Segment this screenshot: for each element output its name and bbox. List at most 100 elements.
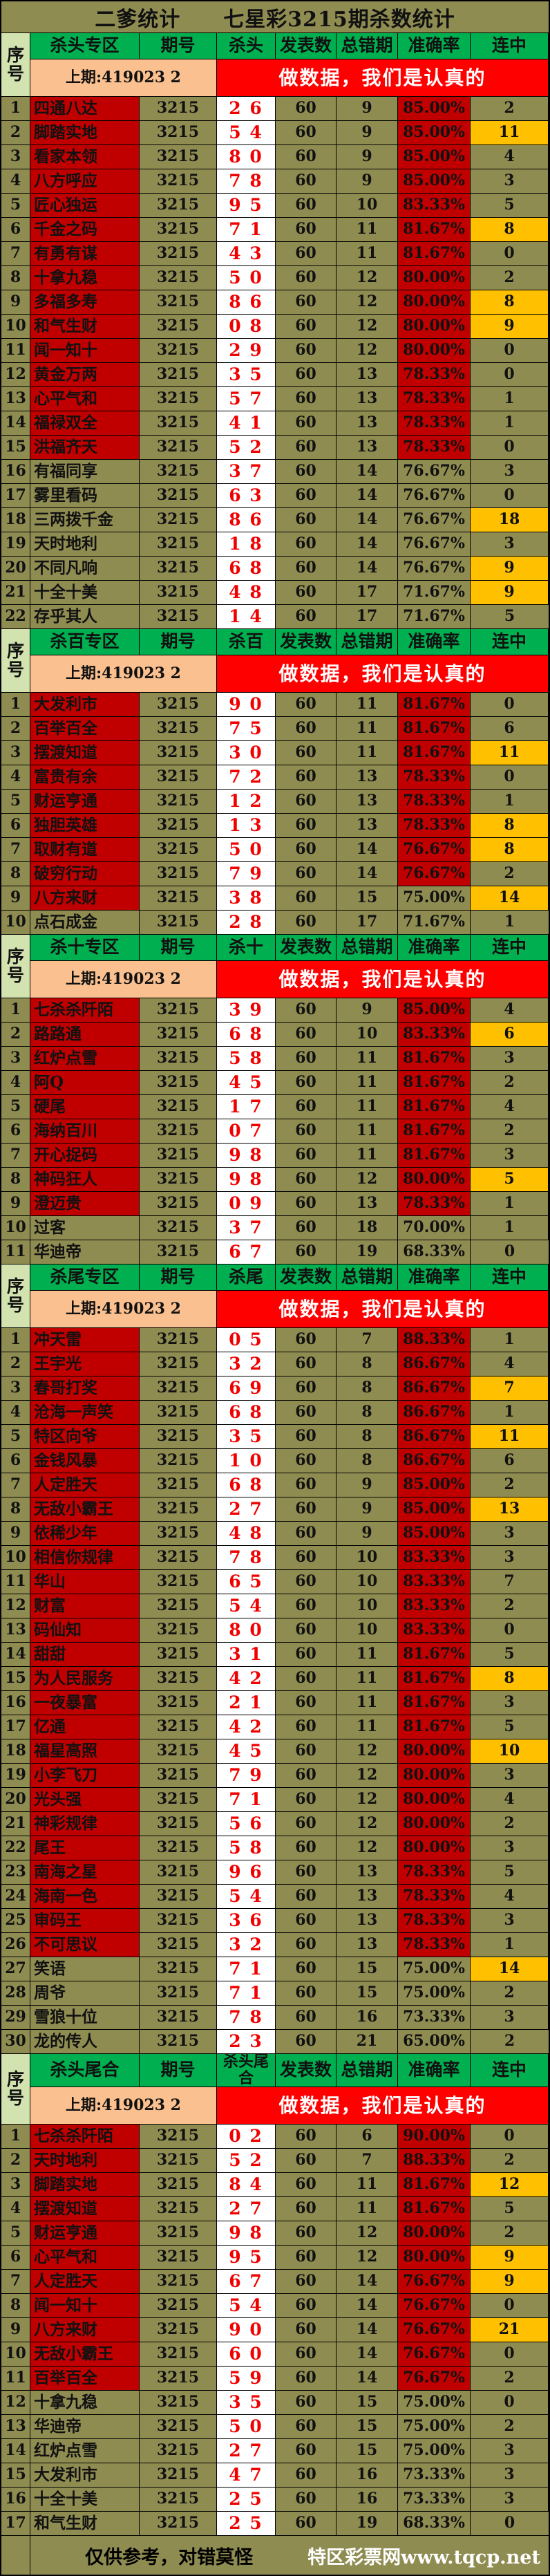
row-period: 3215: [140, 1473, 217, 1497]
row-kill-numbers: 3 8: [217, 886, 276, 911]
row-period: 3215: [140, 1023, 217, 1047]
col-header-accuracy: 准确率: [398, 935, 471, 961]
row-kill-numbers: 7 8: [217, 2006, 276, 2030]
previous-result-cell: 上期:419023 2: [30, 59, 217, 97]
row-seq: 11: [1, 1240, 30, 1264]
row-total-errors: 11: [336, 1667, 398, 1691]
row-seq: 29: [1, 2006, 30, 2030]
row-total-errors: 7: [336, 2149, 398, 2173]
row-total-errors: 10: [336, 1618, 398, 1643]
row-published: 60: [276, 1570, 336, 1594]
row-kill-numbers: 6 8: [217, 1023, 276, 1047]
row-accuracy: 81.67%: [398, 693, 471, 717]
row-streak: 0: [471, 2125, 549, 2149]
row-kill-numbers: 4 5: [217, 1071, 276, 1095]
row-period: 3215: [140, 1715, 217, 1739]
row-period: 3215: [140, 693, 217, 717]
row-name: 四通八达: [30, 97, 140, 121]
row-name: 金钱风暴: [30, 1449, 140, 1473]
row-published: 60: [276, 2197, 336, 2221]
row-period: 3215: [140, 290, 217, 315]
row-seq: 15: [1, 436, 30, 460]
row-accuracy: 83.33%: [398, 1618, 471, 1643]
row-streak: 2: [471, 2149, 549, 2173]
row-seq: 14: [1, 411, 30, 436]
row-accuracy: 76.67%: [398, 484, 471, 508]
row-period: 3215: [140, 484, 217, 508]
row-published: 60: [276, 1594, 336, 1618]
row-kill-numbers: 5 7: [217, 387, 276, 411]
row-name: 红炉点雪: [30, 1047, 140, 1071]
row-period: 3215: [140, 97, 217, 121]
row-name: 为人民服务: [30, 1667, 140, 1691]
row-period: 3215: [140, 2342, 217, 2367]
row-kill-numbers: 4 1: [217, 411, 276, 436]
row-total-errors: 7: [336, 1328, 398, 1352]
row-period: 3215: [140, 242, 217, 266]
row-seq: 13: [1, 2415, 30, 2439]
row-total-errors: 8: [336, 1352, 398, 1376]
row-published: 60: [276, 2270, 336, 2294]
row-kill-numbers: 5 9: [217, 2367, 276, 2391]
row-accuracy: 78.33%: [398, 436, 471, 460]
row-seq: 2: [1, 2149, 30, 2173]
row-name: 十拿九稳: [30, 266, 140, 290]
row-seq: 4: [1, 2197, 30, 2221]
row-period: 3215: [140, 1788, 217, 1812]
row-seq: 5: [1, 1425, 30, 1449]
row-name: 人定胜天: [30, 1473, 140, 1497]
row-seq: 25: [1, 1909, 30, 1933]
row-kill-numbers: 9 8: [217, 1144, 276, 1168]
row-streak: 1: [471, 911, 549, 935]
row-accuracy: 78.33%: [398, 1192, 471, 1216]
row-published: 60: [276, 2246, 336, 2270]
row-published: 60: [276, 838, 336, 862]
row-streak: 1: [471, 1192, 549, 1216]
col-header-kill: 杀尾: [217, 1264, 276, 1291]
row-accuracy: 75.00%: [398, 1957, 471, 1981]
row-seq: 7: [1, 1473, 30, 1497]
row-total-errors: 14: [336, 557, 398, 581]
row-name: 多福多寿: [30, 290, 140, 315]
col-header-total-errors: 总错期: [336, 1264, 398, 1291]
row-published: 60: [276, 2294, 336, 2318]
row-accuracy: 90.00%: [398, 2125, 471, 2149]
row-streak: 3: [471, 532, 549, 557]
row-published: 60: [276, 557, 336, 581]
row-streak: 5: [471, 2197, 549, 2221]
col-header-period: 期号: [140, 33, 217, 59]
row-kill-numbers: 1 2: [217, 790, 276, 814]
row-published: 60: [276, 1788, 336, 1812]
row-name: 笑语: [30, 1957, 140, 1981]
row-seq: 9: [1, 1522, 30, 1546]
row-streak: 12: [471, 2173, 549, 2197]
row-period: 3215: [140, 2246, 217, 2270]
row-total-errors: 14: [336, 2318, 398, 2342]
row-period: 3215: [140, 1240, 217, 1264]
row-accuracy: 80.00%: [398, 1764, 471, 1788]
row-period: 3215: [140, 741, 217, 765]
row-accuracy: 75.00%: [398, 2391, 471, 2415]
row-seq: 9: [1, 886, 30, 911]
row-published: 60: [276, 1981, 336, 2006]
row-accuracy: 73.33%: [398, 2488, 471, 2512]
row-seq: 1: [1, 2125, 30, 2149]
row-name: 无敌小霸王: [30, 2342, 140, 2367]
row-name: 华迪帝: [30, 2415, 140, 2439]
row-streak: 5: [471, 1860, 549, 1885]
col-header-streak: 连中: [471, 935, 549, 961]
row-kill-numbers: 7 8: [217, 1546, 276, 1570]
row-period: 3215: [140, 1691, 217, 1715]
row-streak: 8: [471, 218, 549, 242]
row-period: 3215: [140, 1643, 217, 1667]
row-accuracy: 75.00%: [398, 886, 471, 911]
row-published: 60: [276, 1957, 336, 1981]
row-period: 3215: [140, 862, 217, 886]
row-accuracy: 86.67%: [398, 1401, 471, 1425]
row-kill-numbers: 7 8: [217, 169, 276, 194]
row-period: 3215: [140, 2030, 217, 2054]
row-name: 摆渡知道: [30, 741, 140, 765]
col-header-zone: 杀十专区: [30, 935, 140, 961]
row-streak: 2: [471, 2367, 549, 2391]
